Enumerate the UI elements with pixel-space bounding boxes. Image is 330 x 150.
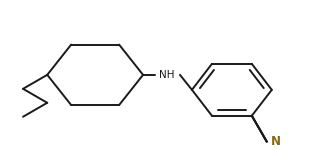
Text: NH: NH [159, 70, 175, 80]
Text: N: N [271, 135, 281, 148]
